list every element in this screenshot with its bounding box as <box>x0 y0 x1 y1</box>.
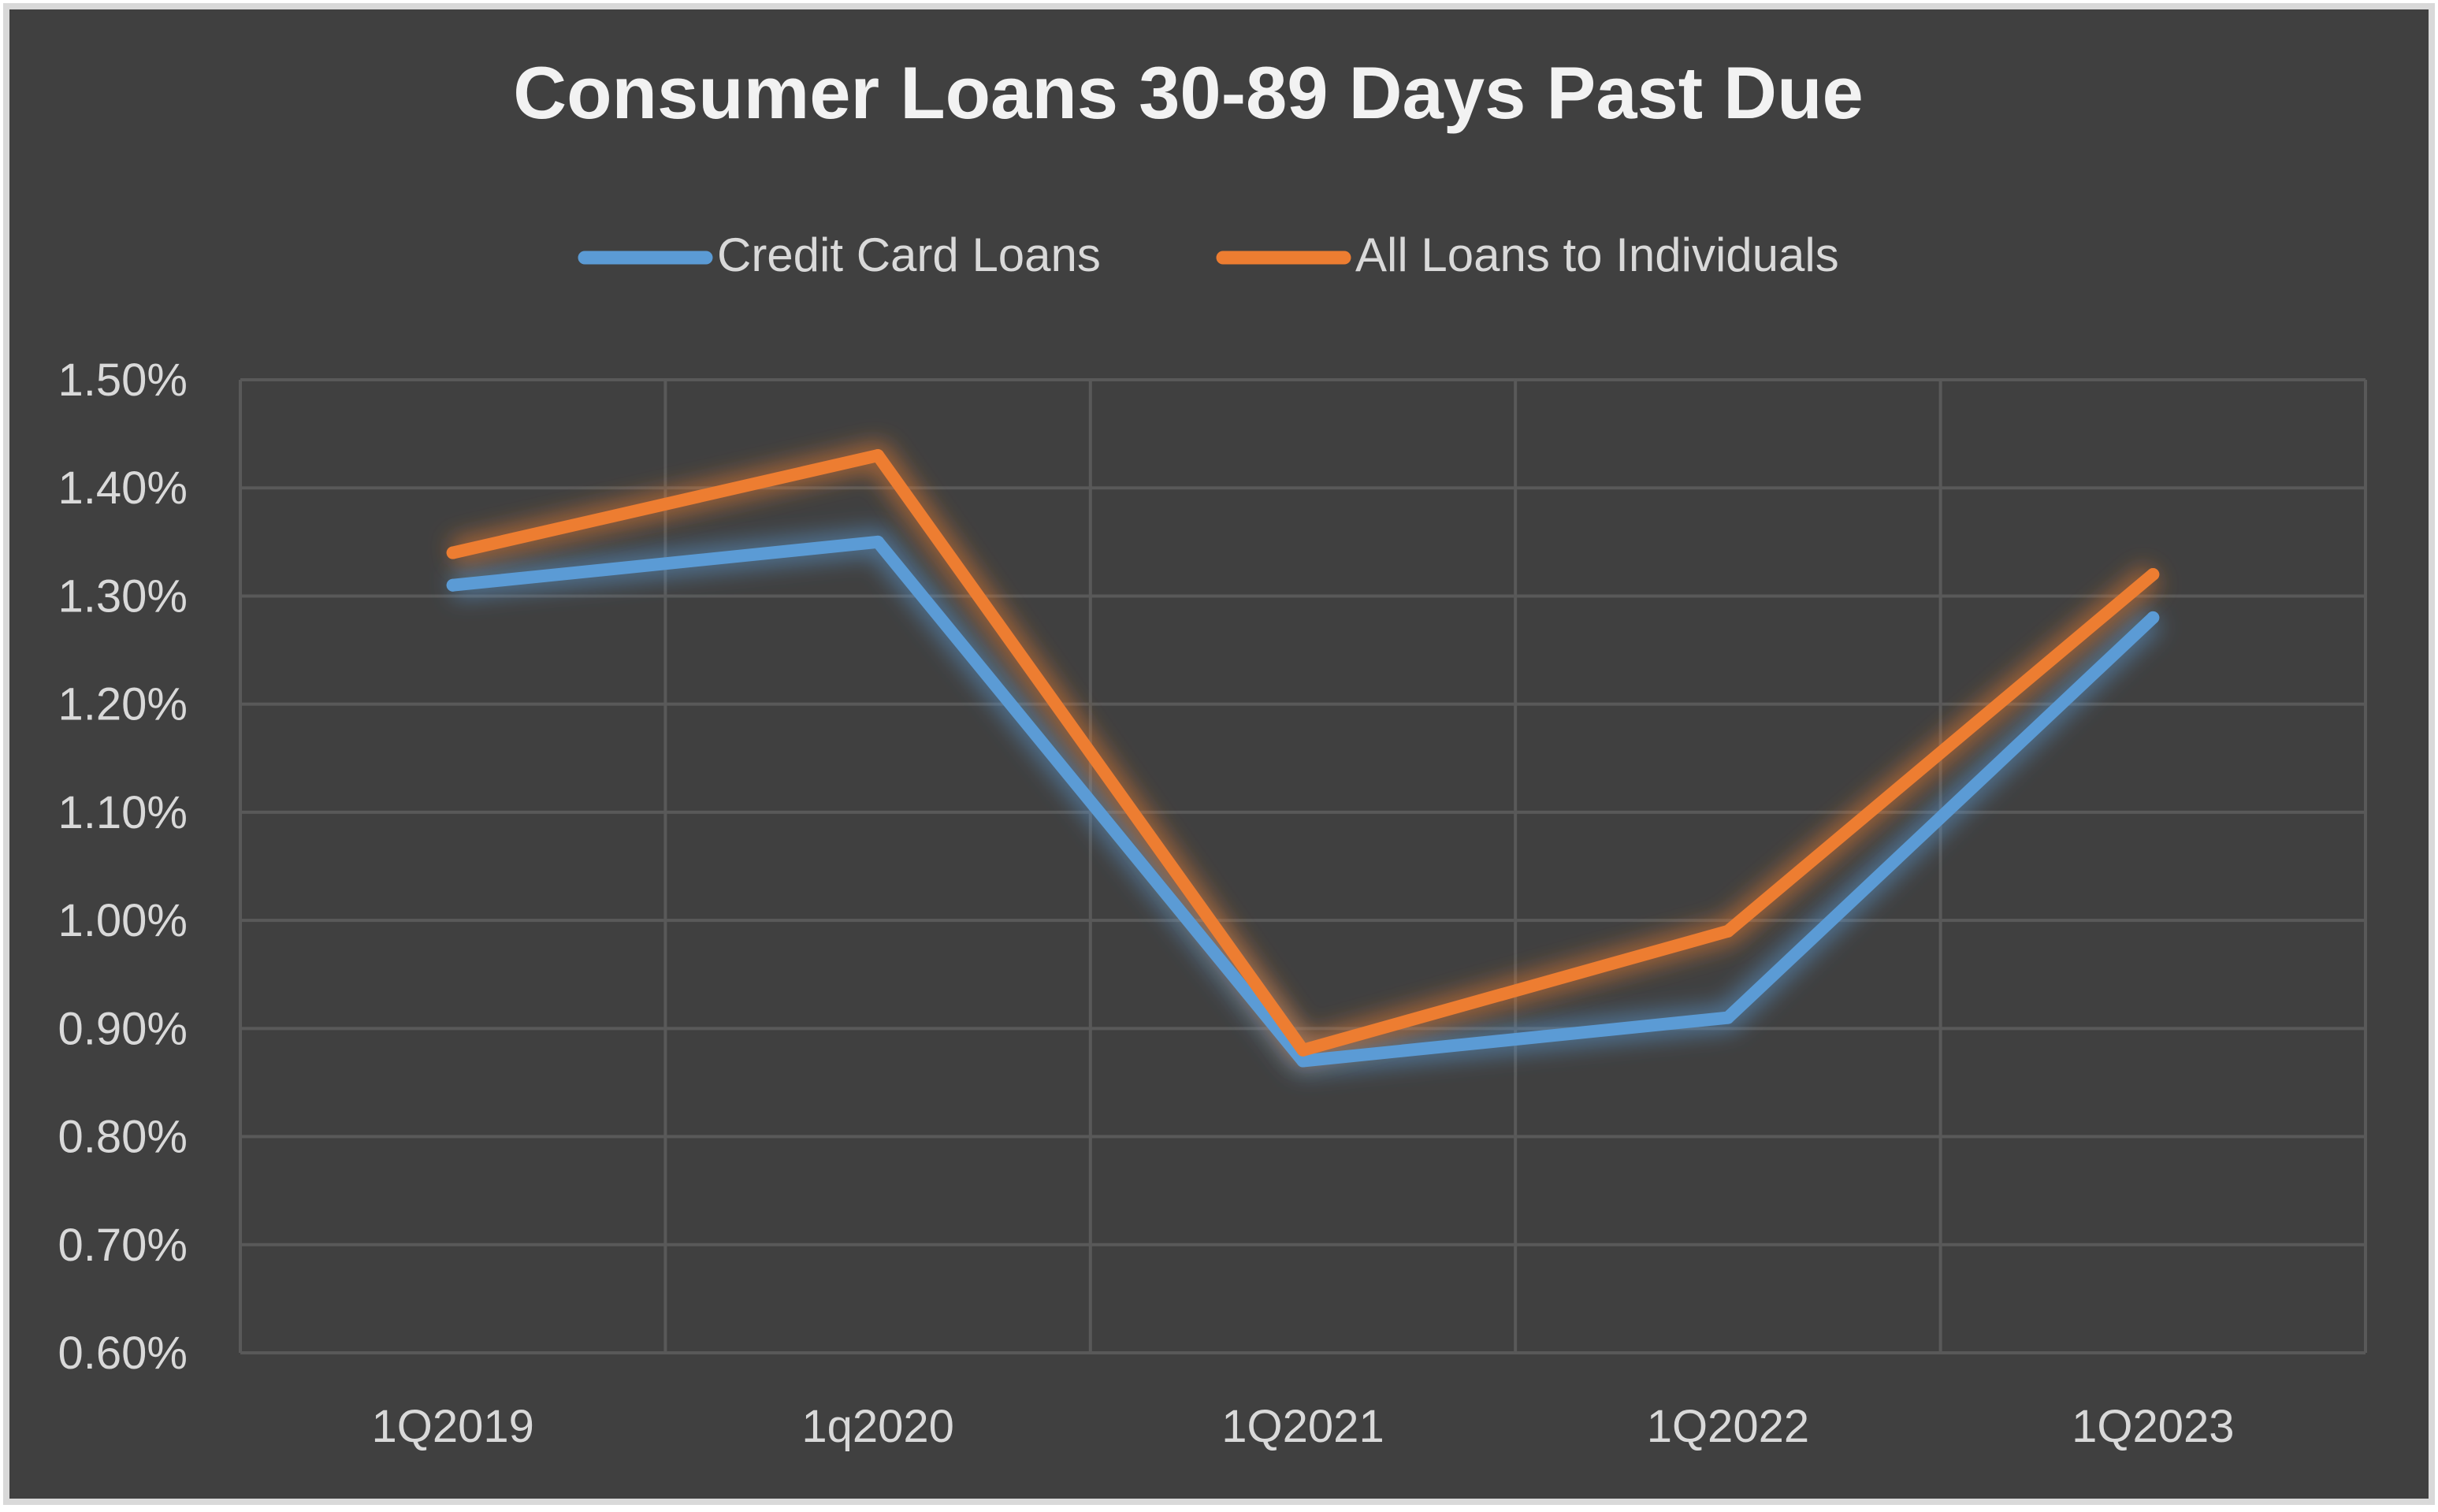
y-axis-tick-labels: 0.60% 0.70% 0.80% 0.90% 1.00% 1.10% 1.20% 1.30%… <box>58 355 188 1379</box>
y-tick-label: 0.90% <box>58 1003 188 1054</box>
legend: Credit Card Loans All Loans to Individua… <box>578 228 1839 281</box>
y-tick-label: 1.00% <box>58 895 188 946</box>
data-point-all-loans-to-individuals <box>446 546 459 559</box>
data-point-credit-card-loans <box>1296 1054 1310 1068</box>
x-axis-tick-labels: 1Q2019 1q2020 1Q2021 1Q2022 1Q2023 <box>371 1401 2234 1452</box>
data-point-credit-card-loans <box>446 578 459 592</box>
data-point-all-loans-to-individuals <box>872 449 885 463</box>
data-point-credit-card-loans <box>2146 611 2160 624</box>
y-tick-label: 0.60% <box>58 1328 188 1379</box>
y-tick-label: 1.50% <box>58 355 188 406</box>
data-point-all-loans-to-individuals <box>1296 1043 1310 1057</box>
y-tick-label: 0.80% <box>58 1112 188 1163</box>
data-point-all-loans-to-individuals <box>2146 568 2160 581</box>
legend-label-credit-card-loans: Credit Card Loans <box>717 228 1101 281</box>
x-tick-label: 1Q2023 <box>2072 1401 2234 1452</box>
data-point-credit-card-loans <box>872 535 885 548</box>
y-tick-label: 1.40% <box>58 463 188 514</box>
y-tick-label: 1.30% <box>58 570 188 622</box>
legend-label-all-loans-to-individuals: All Loans to Individuals <box>1355 228 1839 281</box>
chart-title: Consumer Loans 30-89 Days Past Due <box>513 51 1864 134</box>
x-tick-label: 1q2020 <box>801 1401 954 1452</box>
y-tick-label: 1.20% <box>58 679 188 730</box>
chart-background <box>3 3 2435 1505</box>
y-tick-label: 1.10% <box>58 787 188 838</box>
data-point-credit-card-loans <box>1721 1011 1734 1024</box>
y-tick-label: 0.70% <box>58 1220 188 1271</box>
x-tick-label: 1Q2019 <box>371 1401 533 1452</box>
data-point-all-loans-to-individuals <box>1721 924 1734 938</box>
grid <box>239 378 2367 1354</box>
x-tick-label: 1Q2021 <box>1221 1401 1384 1452</box>
series-lines <box>446 449 2160 1068</box>
x-tick-label: 1Q2022 <box>1647 1401 1809 1452</box>
